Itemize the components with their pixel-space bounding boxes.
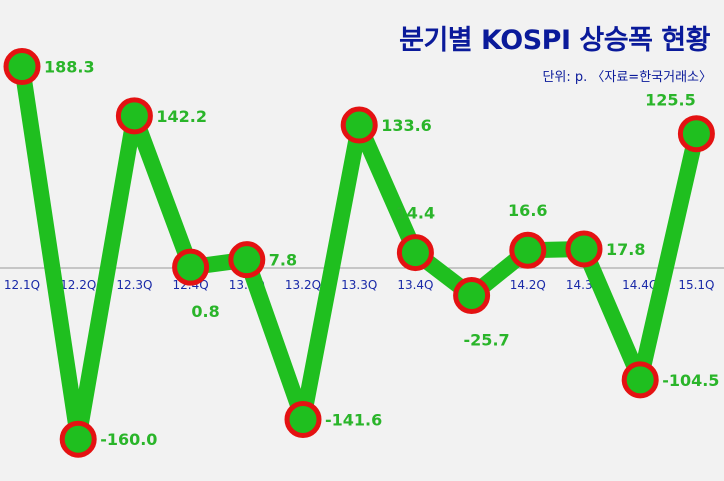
data-point: [340, 106, 378, 144]
data-label: 7.8: [269, 251, 297, 270]
data-point: [565, 230, 603, 268]
x-tick-label: 15.1Q: [678, 278, 714, 292]
data-label: 188.3: [44, 58, 95, 77]
x-tick-label: 13.2Q: [285, 278, 321, 292]
data-label: -160.0: [100, 430, 157, 449]
data-point: [228, 241, 266, 279]
x-tick-label: 13.3Q: [341, 278, 377, 292]
data-point: [677, 115, 715, 153]
x-tick-label: 14.2Q: [510, 278, 546, 292]
chart-title: 분기별 KOSPI 상승폭 현황: [399, 25, 710, 56]
data-label: 17.8: [606, 240, 645, 259]
data-label: 125.5: [645, 91, 696, 110]
data-point: [3, 48, 41, 86]
x-tick-label: 14.4Q: [622, 278, 658, 292]
data-label: 14.4: [396, 204, 435, 223]
data-label: 0.8: [191, 302, 219, 321]
data-label: 133.6: [381, 116, 432, 135]
chart-subtitle: 단위: p. 〈자료=한국거래소〉: [542, 70, 712, 85]
data-label: -141.6: [325, 411, 382, 430]
data-point: [509, 231, 547, 269]
data-point: [396, 234, 434, 272]
data-point: [172, 248, 210, 286]
data-label: -104.5: [662, 371, 719, 390]
data-point: [59, 420, 97, 458]
data-label: -25.7: [464, 330, 510, 349]
data-label: 16.6: [508, 201, 547, 220]
x-tick-label: 13.4Q: [397, 278, 433, 292]
data-point: [453, 276, 491, 314]
x-tick-label: 12.1Q: [4, 278, 40, 292]
data-label: 142.2: [156, 107, 207, 126]
data-point: [115, 97, 153, 135]
x-tick-label: 12.3Q: [116, 278, 152, 292]
data-point: [284, 401, 322, 439]
x-tick-label: 12.2Q: [60, 278, 96, 292]
data-point: [621, 361, 659, 399]
